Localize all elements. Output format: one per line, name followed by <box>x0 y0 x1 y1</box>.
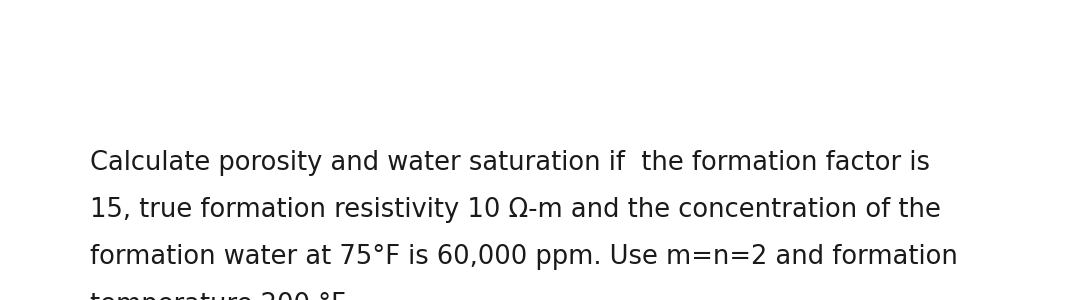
Text: temperature 200 °F.: temperature 200 °F. <box>91 292 350 300</box>
Text: Calculate porosity and water saturation if  the formation factor is: Calculate porosity and water saturation … <box>91 150 930 176</box>
Text: formation water at 75°F is 60,000 ppm. Use m=n=2 and formation: formation water at 75°F is 60,000 ppm. U… <box>91 244 958 270</box>
Text: 15, true formation resistivity 10 Ω-m and the concentration of the: 15, true formation resistivity 10 Ω-m an… <box>91 197 941 223</box>
